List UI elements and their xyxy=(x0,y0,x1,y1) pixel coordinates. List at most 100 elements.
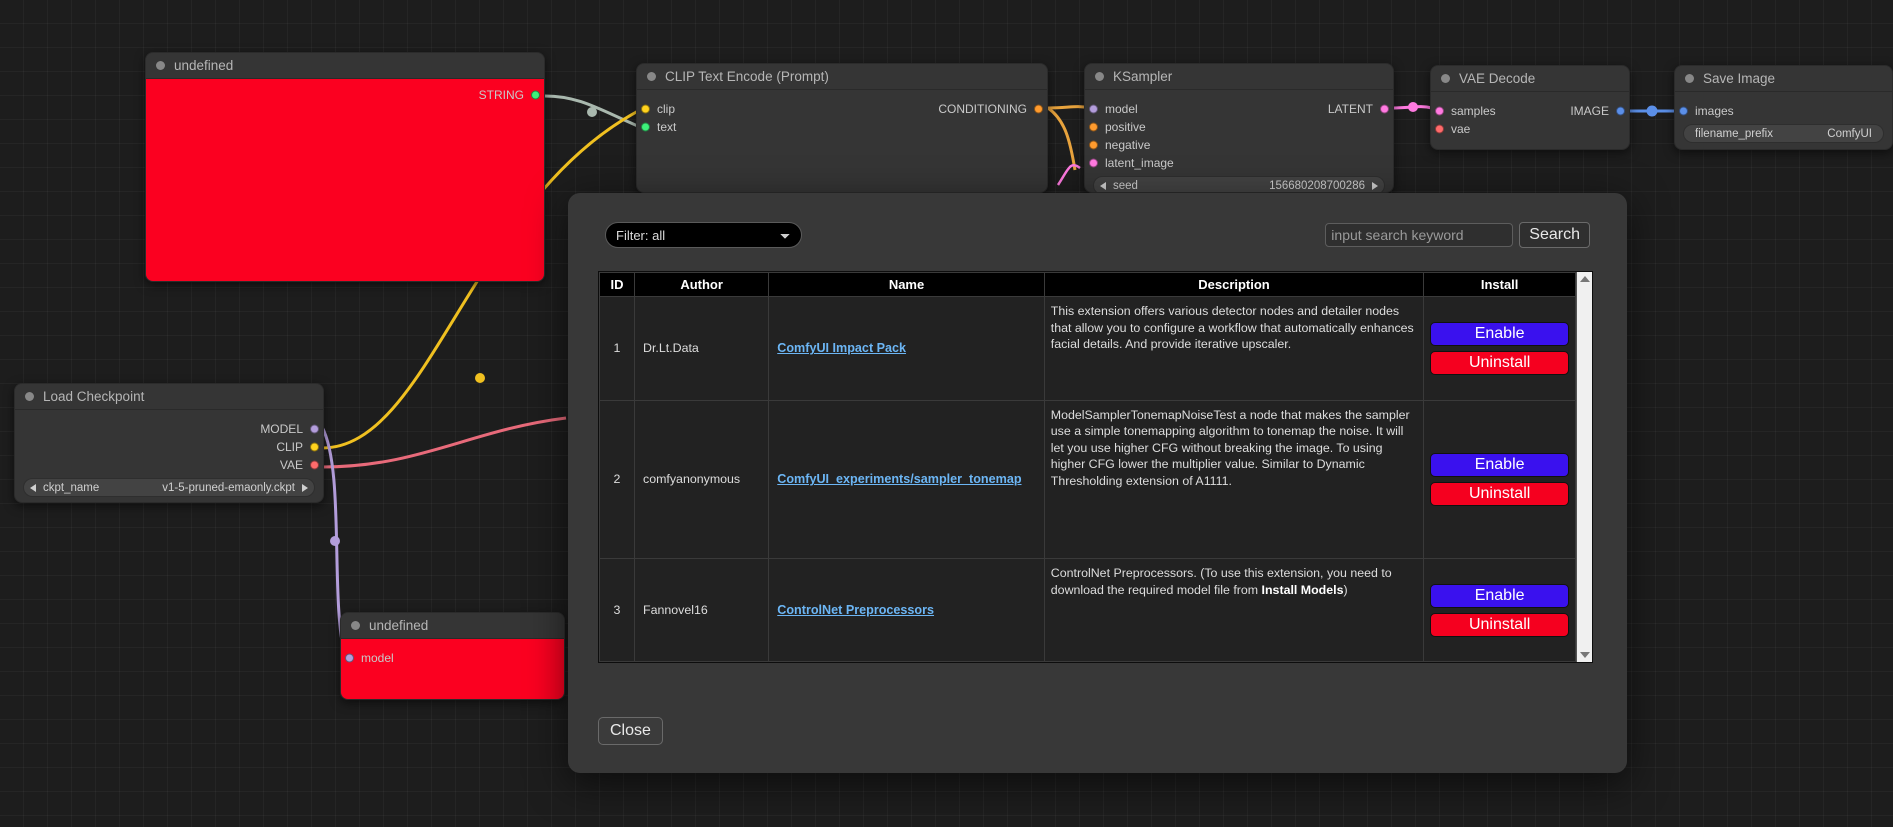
cell-description: This extension offers various detector n… xyxy=(1043,296,1425,401)
search-button[interactable]: Search xyxy=(1519,222,1590,248)
input-port-row[interactable]: model xyxy=(341,649,564,666)
cell-description: ModelSamplerTonemapNoiseTest a node that… xyxy=(1043,399,1425,560)
output-port-row[interactable]: MODEL xyxy=(15,420,323,437)
increment-arrow-icon[interactable] xyxy=(1372,181,1378,190)
input-port-row[interactable]: latent_image xyxy=(1085,154,1393,171)
collapse-dot-icon[interactable] xyxy=(1441,74,1450,83)
input-port-dot-clip[interactable] xyxy=(641,104,650,113)
widget-value[interactable]: ComfyUI xyxy=(1827,127,1872,140)
input-port-row[interactable]: negative xyxy=(1085,136,1393,153)
output-port-dot-clip[interactable] xyxy=(310,442,319,451)
column-header-id: ID xyxy=(598,272,636,297)
scroll-down-arrow-icon[interactable] xyxy=(1579,652,1590,658)
extension-link[interactable]: ControlNet Preprocessors xyxy=(777,603,935,618)
node-title-bar[interactable]: Load Checkpoint xyxy=(15,384,323,410)
enable-button[interactable]: Enable xyxy=(1430,583,1570,608)
widget-value[interactable]: v1-5-pruned-emaonly.ckpt xyxy=(162,481,295,494)
widget-filename-prefix[interactable]: filename_prefix ComfyUI xyxy=(1683,124,1884,143)
description-text-strong: Install Models xyxy=(1261,582,1344,597)
output-port-row[interactable]: STRING xyxy=(146,86,544,103)
table-row[interactable]: 3 Fannovel16 ControlNet Preprocessors Co… xyxy=(598,558,1577,662)
input-port-row[interactable]: text xyxy=(637,118,1047,135)
widget-ckpt-name[interactable]: ckpt_name v1-5-pruned-emaonly.ckpt xyxy=(23,478,315,497)
node-title-text: CLIP Text Encode (Prompt) xyxy=(665,69,829,84)
close-button[interactable]: Close xyxy=(598,717,663,745)
input-label: vae xyxy=(1451,121,1471,136)
collapse-dot-icon[interactable] xyxy=(1685,74,1694,83)
collapse-dot-icon[interactable] xyxy=(1095,72,1104,81)
output-port-dot-vae[interactable] xyxy=(310,460,319,469)
column-header-name: Name xyxy=(768,272,1045,297)
output-port-row[interactable]: VAE xyxy=(15,456,323,473)
node-title-bar[interactable]: VAE Decode xyxy=(1431,66,1629,92)
output-port-dot-latent[interactable] xyxy=(1380,104,1389,113)
input-port-dot-negative[interactable] xyxy=(1089,140,1098,149)
enable-button[interactable]: Enable xyxy=(1430,321,1570,346)
input-port-dot-model[interactable] xyxy=(345,653,354,662)
decrement-arrow-icon[interactable] xyxy=(1100,181,1106,190)
output-port-dot-string[interactable] xyxy=(531,90,540,99)
node-vae-decode[interactable]: VAE Decode samples IMAGE vae xyxy=(1430,65,1630,150)
input-port-dot-positive[interactable] xyxy=(1089,122,1098,131)
column-header-install: Install xyxy=(1423,272,1577,297)
input-port-row[interactable]: vae xyxy=(1431,120,1629,137)
uninstall-button[interactable]: Uninstall xyxy=(1430,481,1570,506)
input-port-row[interactable]: samples IMAGE xyxy=(1431,102,1629,119)
enable-button[interactable]: Enable xyxy=(1430,452,1570,477)
input-port-row[interactable]: clip CONDITIONING xyxy=(637,100,1047,117)
previous-arrow-icon[interactable] xyxy=(30,483,36,492)
input-port-dot-latent-image[interactable] xyxy=(1089,158,1098,167)
input-port-dot-vae[interactable] xyxy=(1435,124,1444,133)
extension-link[interactable]: ComfyUI_experiments/sampler_tonemap xyxy=(777,472,1022,487)
output-port-row[interactable]: CLIP xyxy=(15,438,323,455)
output-label: IMAGE xyxy=(1570,103,1609,118)
input-port-dot-text[interactable] xyxy=(641,122,650,131)
node-title-bar[interactable]: Save Image xyxy=(1675,66,1892,92)
description-text-pre: ControlNet Preprocessors. (To use this e… xyxy=(1050,566,1392,597)
scroll-up-arrow-icon[interactable] xyxy=(1579,276,1590,282)
filter-select[interactable]: Filter: allFilter: installedFilter: not … xyxy=(605,222,802,248)
input-port-row[interactable]: positive xyxy=(1085,118,1393,135)
widget-value[interactable]: 156680208700286 xyxy=(1269,179,1365,192)
node-undefined-string[interactable]: undefined STRING xyxy=(145,52,545,282)
output-port-dot-model[interactable] xyxy=(310,424,319,433)
node-load-checkpoint[interactable]: Load Checkpoint MODEL CLIP VAE ckpt_name… xyxy=(14,383,324,503)
input-port-dot-model[interactable] xyxy=(1089,104,1098,113)
node-undefined-model[interactable]: undefined model xyxy=(340,612,565,700)
node-body: images filename_prefix ComfyUI xyxy=(1675,92,1892,149)
input-label: positive xyxy=(1105,119,1146,134)
uninstall-button[interactable]: Uninstall xyxy=(1430,612,1570,637)
table-row[interactable]: 2 comfyanonymous ComfyUI_experiments/sam… xyxy=(598,399,1577,560)
node-title-bar[interactable]: undefined xyxy=(146,53,544,79)
output-label: STRING xyxy=(478,87,524,102)
node-body: samples IMAGE vae xyxy=(1431,92,1629,146)
node-save-image[interactable]: Save Image images filename_prefix ComfyU… xyxy=(1674,65,1893,150)
input-label: images xyxy=(1695,103,1734,118)
input-port-row[interactable]: images xyxy=(1675,102,1892,119)
collapse-dot-icon[interactable] xyxy=(351,621,360,630)
output-port-dot-conditioning[interactable] xyxy=(1034,104,1043,113)
output-port-dot-image[interactable] xyxy=(1616,106,1625,115)
table-scrollbar[interactable] xyxy=(1576,272,1592,662)
input-port-dot-images[interactable] xyxy=(1679,106,1688,115)
node-title-bar[interactable]: CLIP Text Encode (Prompt) xyxy=(637,64,1047,90)
widget-seed[interactable]: seed 156680208700286 xyxy=(1093,176,1385,192)
next-arrow-icon[interactable] xyxy=(302,483,308,492)
collapse-dot-icon[interactable] xyxy=(156,61,165,70)
input-port-row[interactable]: model LATENT xyxy=(1085,100,1393,117)
node-title-bar[interactable]: KSampler xyxy=(1085,64,1393,90)
table-row[interactable]: 1 Dr.Lt.Data ComfyUI Impact Pack This ex… xyxy=(598,296,1577,401)
node-title-text: KSampler xyxy=(1113,69,1173,84)
uninstall-button[interactable]: Uninstall xyxy=(1430,350,1570,375)
node-ksampler[interactable]: KSampler model LATENT positive negative … xyxy=(1084,63,1394,193)
input-port-dot-samples[interactable] xyxy=(1435,106,1444,115)
extension-link[interactable]: ComfyUI Impact Pack xyxy=(777,341,907,356)
search-input[interactable] xyxy=(1325,223,1514,247)
collapse-dot-icon[interactable] xyxy=(647,72,656,81)
node-clip-text-encode[interactable]: CLIP Text Encode (Prompt) clip CONDITION… xyxy=(636,63,1048,193)
node-title-text: VAE Decode xyxy=(1459,71,1536,86)
node-title-bar[interactable]: undefined xyxy=(341,613,564,639)
node-body: STRING xyxy=(146,79,544,281)
collapse-dot-icon[interactable] xyxy=(25,392,34,401)
